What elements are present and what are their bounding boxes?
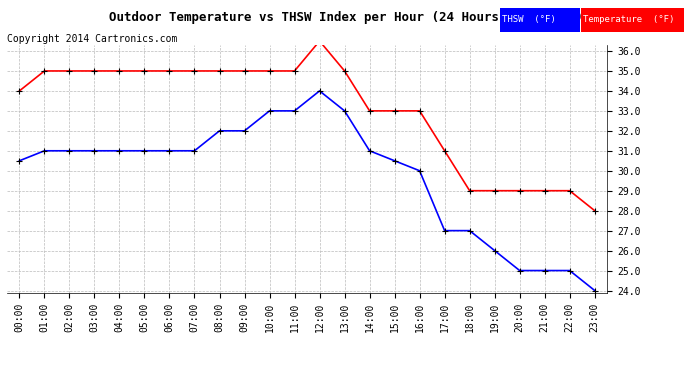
Text: Temperature  (°F): Temperature (°F) bbox=[583, 15, 674, 24]
Text: Outdoor Temperature vs THSW Index per Hour (24 Hours)  20141209: Outdoor Temperature vs THSW Index per Ho… bbox=[109, 11, 581, 24]
Text: Copyright 2014 Cartronics.com: Copyright 2014 Cartronics.com bbox=[7, 34, 177, 44]
Text: THSW  (°F): THSW (°F) bbox=[502, 15, 556, 24]
